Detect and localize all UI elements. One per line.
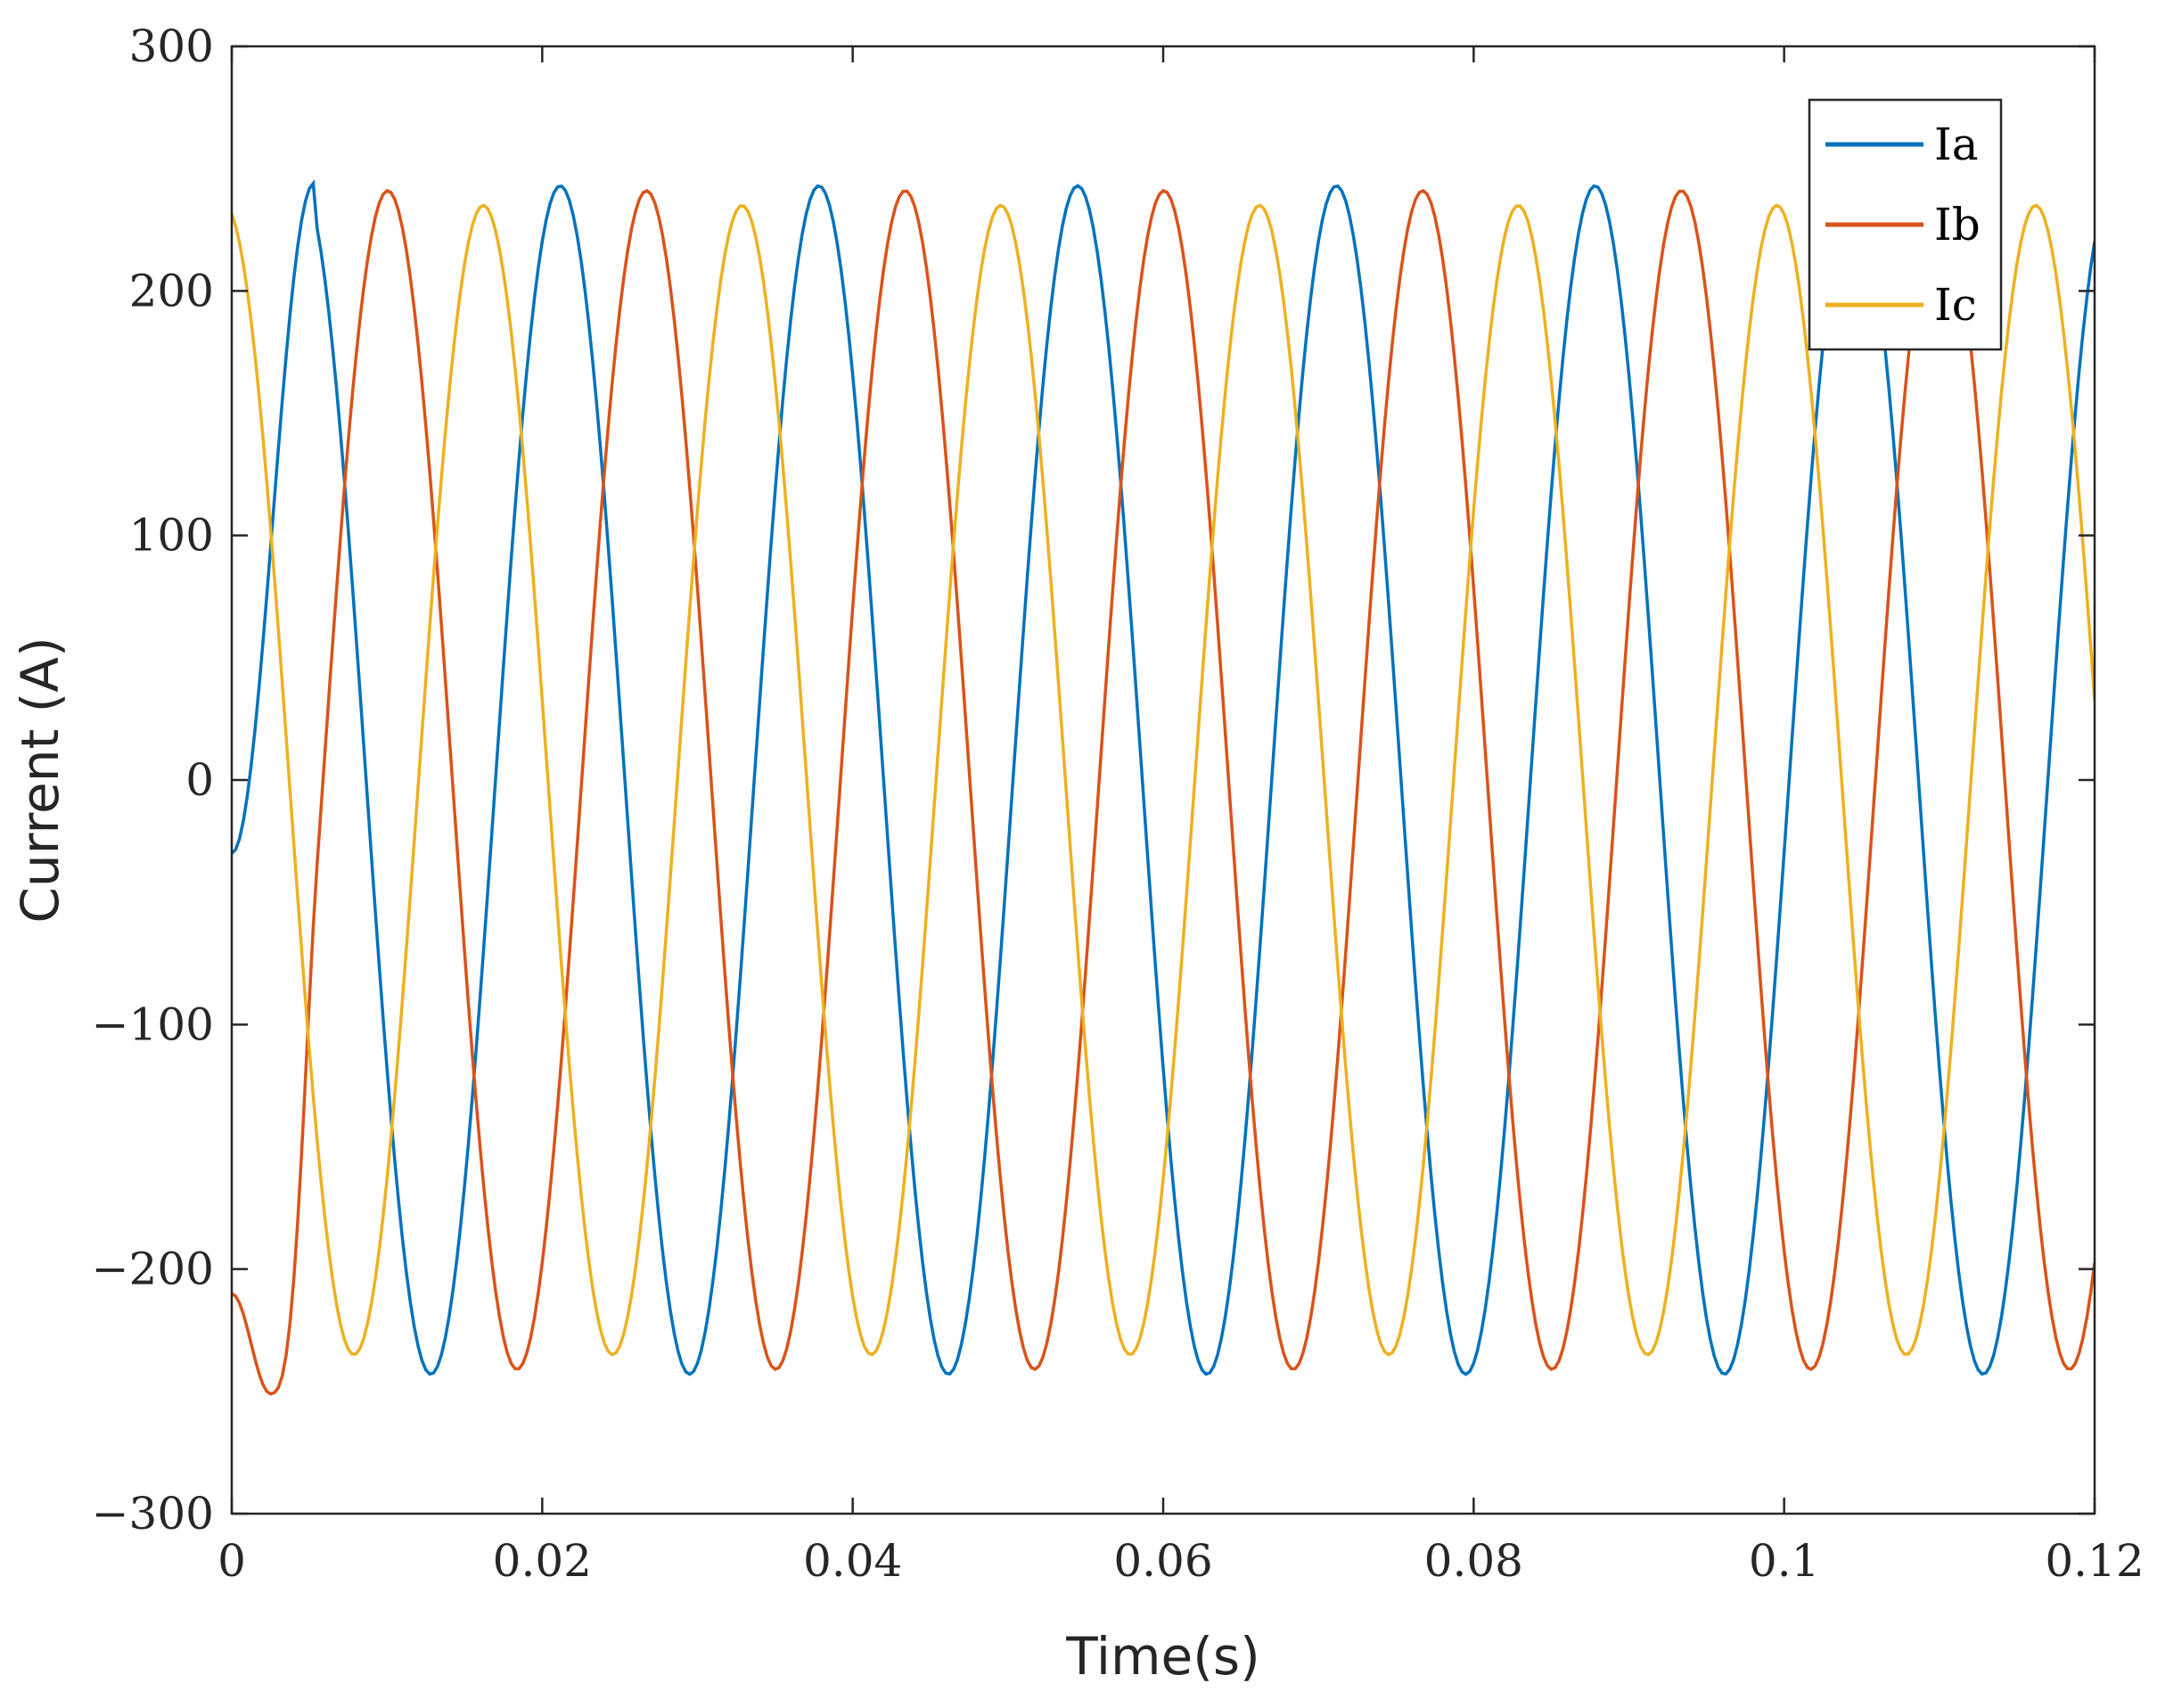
y-tick-label: 0	[185, 754, 214, 806]
y-tick-label: 200	[129, 265, 214, 316]
x-tick-label: 0.08	[1424, 1535, 1523, 1587]
tick-layer: 0 0.02 0.04 0.06 0.08 0.1 0.12 −300 −200 −100 0 100…	[92, 21, 2145, 1587]
y-tick-label: 100	[129, 510, 214, 562]
series-layer	[232, 179, 2095, 1396]
x-tick-label: 0.04	[803, 1535, 902, 1587]
x-tick-label: 0	[217, 1535, 246, 1587]
y-tick-label: −200	[92, 1244, 214, 1295]
x-axis-label: Time(s)	[1065, 1626, 1259, 1687]
x-tick-label: 0.12	[2045, 1535, 2144, 1587]
x-tick-label: 0.06	[1113, 1535, 1212, 1587]
y-tick-label: −300	[92, 1488, 214, 1540]
legend-label-ib: Ib	[1934, 199, 1981, 250]
series-line-ia	[232, 179, 2095, 1376]
y-tick-label: −100	[92, 998, 214, 1050]
legend-label-ia: Ia	[1934, 119, 1979, 170]
plot-frame	[230, 45, 2096, 1515]
legend: Ia Ib Ic	[1808, 98, 2003, 351]
x-tick-label: 0.02	[493, 1535, 592, 1587]
series-line-ic	[232, 203, 2095, 1357]
series-line-ib	[232, 188, 2095, 1396]
y-axis-label: Current (A)	[10, 636, 70, 923]
x-tick-label: 0.1	[1749, 1535, 1820, 1587]
y-tick-label: 300	[129, 21, 214, 72]
legend-label-ic: Ic	[1934, 279, 1977, 331]
